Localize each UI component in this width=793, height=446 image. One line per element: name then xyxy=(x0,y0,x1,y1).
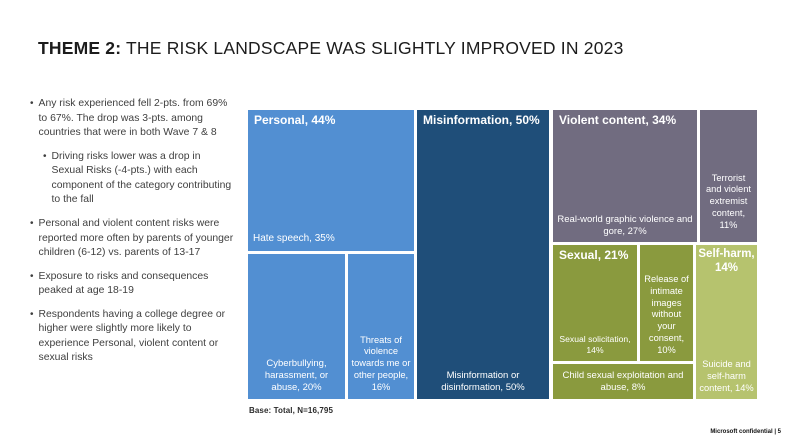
page-title: THEME 2: THE RISK LANDSCAPE WAS SLIGHTLY… xyxy=(38,38,758,59)
bullet-item-5: • Respondents having a college degree or … xyxy=(30,308,235,366)
sexual-cell: Sexual, 21% Sexual solicitation, 14% xyxy=(553,245,637,361)
bullet-item-1: • Any risk experienced fell 2-pts. from 6… xyxy=(30,97,235,141)
misinformation-cell: Misinformation, 50% Misinformation or dis… xyxy=(417,110,549,399)
title-theme-label: THEME 2: xyxy=(38,38,122,58)
bullet-item-3: • Personal and violent content risks were… xyxy=(30,217,235,261)
release-intimate-images-label: Release of intimate images without your … xyxy=(644,273,689,356)
title-text: THE RISK LANDSCAPE WAS SLIGHTLY IMPROVED… xyxy=(121,38,624,58)
terrorist-extremist-label: Terrorist and violent extremist content,… xyxy=(706,172,751,231)
misinformation-label: Misinformation or disinformation, 50% xyxy=(441,369,525,393)
bullet-dot-icon: • xyxy=(30,217,34,229)
bullet-list: • Any risk experienced fell 2-pts. from 6… xyxy=(30,97,235,375)
sexual-label: Sexual solicitation, 14% xyxy=(559,334,631,355)
release-intimate-images-cell: Release of intimate images without your … xyxy=(640,245,693,361)
bullet-dot-icon: • xyxy=(30,270,34,282)
confidential-footer: Microsoft confidential | 5 xyxy=(710,429,781,435)
self-harm-cell: Self-harm, 14% Suicide and self-harm cont… xyxy=(696,245,757,399)
terrorist-extremist-cell: Terrorist and violent extremist content,… xyxy=(700,110,757,242)
misinformation-header: Misinformation, 50% xyxy=(423,113,540,127)
bullet-text: Any risk experienced fell 2-pts. from 69… xyxy=(38,98,228,139)
sexual-header: Sexual, 21% xyxy=(559,248,629,262)
cyberbullying-cell: Cyberbullying, harassment, or abuse, 20% xyxy=(248,254,345,399)
threats-of-violence-label: Threats of violence towards me or other … xyxy=(351,334,411,393)
self-harm-header: Self-harm, 14% xyxy=(698,248,755,274)
cyberbullying-label: Cyberbullying, harassment, or abuse, 20% xyxy=(264,357,329,393)
child-sexual-exploitation-cell: Child sexual exploitation and abuse, 8% xyxy=(553,364,693,399)
personal-hate-speech-cell: Personal, 44% Hate speech, 35% xyxy=(248,110,414,251)
personal-hate-speech-label: Hate speech, 35% xyxy=(253,233,335,245)
bullet-item-4: • Exposure to risks and consequences peak… xyxy=(30,270,235,299)
bullet-dot-icon: • xyxy=(30,308,34,320)
bullet-text: Driving risks lower was a drop in Sexual… xyxy=(51,150,232,206)
violent-content-label: Real-world graphic violence and gore, 27… xyxy=(557,213,693,237)
bullet-item-2: • Driving risks lower was a drop in Sexua… xyxy=(43,150,235,208)
self-harm-label: Suicide and self-harm content, 14% xyxy=(699,359,754,394)
child-sexual-exploitation-label: Child sexual exploitation and abuse, 8% xyxy=(562,369,684,393)
violent-content-cell: Violent content, 34% Real-world graphic v… xyxy=(553,110,697,242)
personal-hate-speech-header: Personal, 44% xyxy=(254,113,336,127)
treemap: Personal, 44% Hate speech, 35% Cyberbullyi… xyxy=(248,110,757,399)
bullet-text: Exposure to risks and consequences peake… xyxy=(38,270,209,297)
bullet-text: Personal and violent content risks were … xyxy=(38,217,234,259)
threats-of-violence-cell: Threats of violence towards me or other … xyxy=(348,254,414,399)
bullet-dot-icon: • xyxy=(30,98,34,109)
base-note: Base: Total, N=16,795 xyxy=(249,406,333,415)
bullet-dot-icon: • xyxy=(43,150,47,162)
bullet-text: Respondents having a college degree or h… xyxy=(38,308,226,364)
violent-content-header: Violent content, 34% xyxy=(559,113,677,127)
